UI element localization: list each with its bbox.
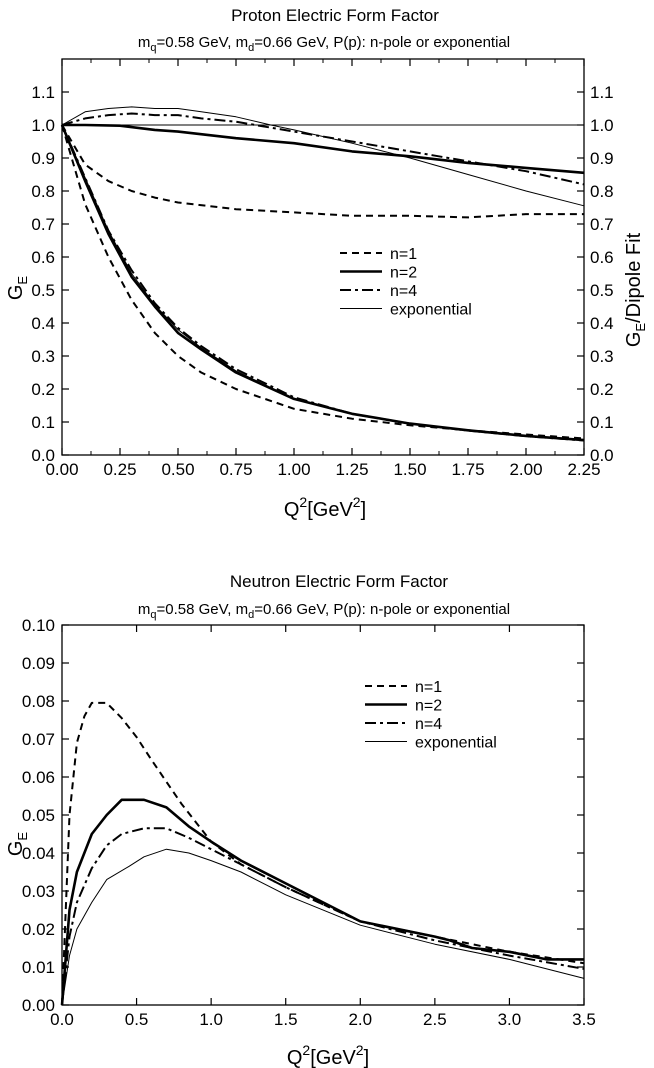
y-tick-label: 0.10 — [22, 616, 55, 635]
y2-tick-label: 0.8 — [590, 182, 614, 201]
neutron-chart: Neutron Electric Form Factor mq=0.58 GeV… — [5, 572, 596, 1068]
y-tick-label: 0.07 — [22, 730, 55, 749]
x-tick-label: 1.0 — [199, 1010, 223, 1029]
x-tick-label: 2.25 — [567, 460, 600, 479]
x-tick-label: 1.25 — [335, 460, 368, 479]
y2-tick-label: 0.6 — [590, 248, 614, 267]
y-tick-label: 0.05 — [22, 806, 55, 825]
x-tick-label: 1.00 — [277, 460, 310, 479]
legend-label: n=1 — [415, 679, 442, 696]
y-tick-label: 0.5 — [31, 281, 55, 300]
y-tick-label: 0.6 — [31, 248, 55, 267]
proton-chart-subtitle: mq=0.58 GeV, md=0.66 GeV, P(p): n-pole o… — [138, 34, 510, 54]
y2-tick-label: 0.5 — [590, 281, 614, 300]
proton-chart: Proton Electric Form Factor mq=0.58 GeV,… — [5, 6, 648, 521]
y-tick-label: 0.1 — [31, 413, 55, 432]
x-tick-label: 2.5 — [423, 1010, 447, 1029]
proton-x-axis-label: Q2[GeV2] — [284, 494, 366, 521]
series-line-exponential-left — [61, 124, 585, 441]
series-line-exponential-right — [61, 106, 585, 207]
series-line-n-1-left — [61, 124, 585, 440]
x-tick-label: 3.5 — [572, 1010, 596, 1029]
legend-label: exponential — [390, 302, 472, 319]
neutron-chart-subtitle: mq=0.58 GeV, md=0.66 GeV, P(p): n-pole o… — [138, 601, 510, 621]
p1-plot-frame — [61, 58, 585, 456]
x-tick-label: 3.0 — [498, 1010, 522, 1029]
y2-tick-label: 0.4 — [590, 314, 614, 333]
proton-y2-axis-label: GE/Dipole Fit — [623, 232, 648, 347]
legend-label: n=2 — [415, 698, 442, 715]
series-line-n-2-right — [62, 123, 585, 175]
series-line-n-4 — [61, 827, 585, 1006]
y2-tick-label: 0.3 — [590, 347, 614, 366]
y-tick-label: 1.1 — [31, 83, 55, 102]
p2-plot-frame — [61, 624, 585, 1006]
proton-legend: n=1 n=2n=4 exponential — [340, 246, 472, 319]
y-tick-label: 0.2 — [31, 380, 55, 399]
x-tick-label: 0.25 — [103, 460, 136, 479]
y2-tick-label: 0.1 — [590, 413, 614, 432]
neutron-y-axis-label: GE — [5, 832, 30, 857]
y-tick-label: 1.0 — [31, 116, 55, 135]
x-tick-label: 0.75 — [219, 460, 252, 479]
y-tick-label: 0.01 — [22, 958, 55, 977]
y2-tick-label: 1.1 — [590, 83, 614, 102]
legend-label: exponential — [415, 735, 497, 752]
x-tick-label: 1.75 — [451, 460, 484, 479]
series-line-n-4-left — [61, 124, 585, 442]
y-tick-label: 0.3 — [31, 347, 55, 366]
x-tick-label: 2.00 — [509, 460, 542, 479]
x-tick-label: 0.5 — [125, 1010, 149, 1029]
y-tick-label: 0.7 — [31, 215, 55, 234]
y-tick-label: 0.8 — [31, 182, 55, 201]
y2-tick-label: 0.2 — [590, 380, 614, 399]
proton-chart-title: Proton Electric Form Factor — [231, 6, 439, 25]
y-tick-label: 0.9 — [31, 149, 55, 168]
x-tick-label: 1.50 — [393, 460, 426, 479]
legend-label: n=4 — [415, 716, 442, 733]
y-tick-label: 0.4 — [31, 314, 55, 333]
neutron-legend: n=1 n=2n=4 exponential — [365, 679, 497, 752]
y2-tick-label: 0.0 — [590, 446, 614, 465]
neutron-chart-title: Neutron Electric Form Factor — [230, 572, 449, 591]
legend-label: n=4 — [390, 283, 417, 300]
x-tick-label: 0.50 — [161, 460, 194, 479]
legend-label: n=1 — [390, 246, 417, 263]
y2-tick-label: 0.7 — [590, 215, 614, 234]
y-tick-label: 0.06 — [22, 768, 55, 787]
y-tick-label: 0.04 — [22, 844, 55, 863]
y-tick-label: 0.00 — [22, 996, 55, 1015]
y-tick-label: 0.03 — [22, 882, 55, 901]
legend-label: n=2 — [390, 265, 417, 282]
x-tick-label: 1.5 — [274, 1010, 298, 1029]
y-tick-label: 0.0 — [31, 446, 55, 465]
y-tick-label: 0.08 — [22, 692, 55, 711]
series-line-n-4-right — [61, 112, 585, 186]
proton-y-axis-label: GE — [5, 276, 30, 301]
neutron-x-axis-label: Q2[GeV2] — [287, 1042, 369, 1068]
y-tick-label: 0.09 — [22, 654, 55, 673]
y2-tick-label: 0.9 — [590, 149, 614, 168]
x-tick-label: 2.0 — [348, 1010, 372, 1029]
y-tick-label: 0.02 — [22, 920, 55, 939]
series-line-n-2 — [60, 798, 584, 1006]
series-line-exponential — [61, 848, 585, 1006]
x-tick-label: 0.00 — [45, 460, 78, 479]
y2-tick-label: 1.0 — [590, 116, 614, 135]
x-tick-label: 0.0 — [50, 1010, 74, 1029]
series-line-n-1 — [61, 701, 585, 1006]
series-line-n-1-right — [61, 124, 584, 219]
